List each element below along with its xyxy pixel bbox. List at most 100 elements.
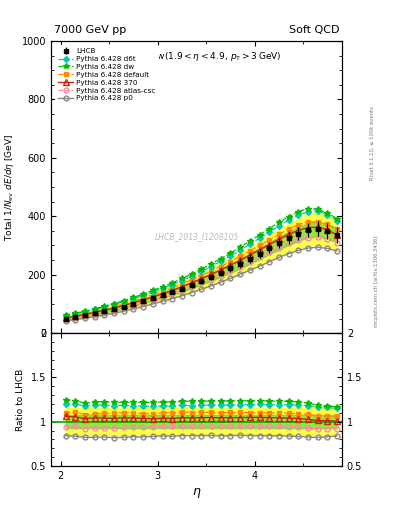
Pythia 6.428 p0 [296,247,301,253]
Pythia 6.428 370 [277,236,281,242]
Pythia 6.428 p0 [315,244,320,250]
Pythia 6.428 d6t [102,304,107,310]
Pythia 6.428 default [267,237,272,243]
Pythia 6.428 atlas-csc [296,237,301,243]
Pythia 6.428 d6t [248,241,252,247]
Line: Pythia 6.428 atlas-csc: Pythia 6.428 atlas-csc [63,235,340,322]
Pythia 6.428 d6t [209,264,213,270]
Pythia 6.428 default [199,272,204,279]
Pythia 6.428 default [63,314,68,320]
Pythia 6.428 atlas-csc [209,276,213,283]
Pythia 6.428 dw [180,275,184,282]
Pythia 6.428 p0 [286,250,291,257]
Pythia 6.428 370 [306,225,310,231]
Pythia 6.428 default [248,248,252,254]
Pythia 6.428 default [306,219,310,225]
Pythia 6.428 default [335,226,340,232]
Pythia 6.428 p0 [248,267,252,273]
Pythia 6.428 dw [199,266,204,272]
Pythia 6.428 370 [267,242,272,248]
Pythia 6.428 p0 [219,279,223,285]
Pythia 6.428 default [296,222,301,228]
Pythia 6.428 atlas-csc [286,240,291,246]
Pythia 6.428 p0 [112,310,116,316]
Pythia 6.428 dw [267,225,272,231]
Pythia 6.428 atlas-csc [199,281,204,287]
Pythia 6.428 d6t [306,208,310,215]
Pythia 6.428 atlas-csc [335,240,340,246]
Pythia 6.428 370 [160,291,165,297]
Pythia 6.428 atlas-csc [219,272,223,279]
Pythia 6.428 dw [189,271,194,277]
Pythia 6.428 atlas-csc [325,236,330,242]
Pythia 6.428 370 [209,271,213,278]
Pythia 6.428 default [131,298,136,304]
Pythia 6.428 d6t [315,208,320,214]
Line: Pythia 6.428 default: Pythia 6.428 default [64,220,339,319]
Pythia 6.428 d6t [199,268,204,274]
Pythia 6.428 d6t [325,211,330,218]
Pythia 6.428 default [160,288,165,294]
Pythia 6.428 p0 [180,293,184,299]
Pythia 6.428 default [286,226,291,232]
Pythia 6.428 d6t [63,312,68,318]
Pythia 6.428 default [170,285,174,291]
Pythia 6.428 atlas-csc [315,234,320,240]
Pythia 6.428 370 [219,267,223,273]
Pythia 6.428 atlas-csc [121,305,126,311]
Pythia 6.428 370 [131,300,136,306]
Pythia 6.428 default [151,292,155,298]
Pythia 6.428 atlas-csc [160,294,165,300]
Pythia 6.428 p0 [199,286,204,292]
Pythia 6.428 370 [112,305,116,311]
Pythia 6.428 dw [277,219,281,225]
Pythia 6.428 370 [83,311,87,317]
Pythia 6.428 dw [73,310,78,316]
Line: Pythia 6.428 p0: Pythia 6.428 p0 [63,245,340,323]
Pythia 6.428 d6t [296,212,301,218]
Pythia 6.428 p0 [238,271,242,278]
Pythia 6.428 default [315,219,320,225]
Pythia 6.428 dw [286,214,291,220]
Pythia 6.428 p0 [209,283,213,289]
Pythia 6.428 atlas-csc [112,308,116,314]
Pythia 6.428 dw [257,232,262,238]
Pythia 6.428 370 [92,309,97,315]
Pythia 6.428 dw [306,206,310,212]
Pythia 6.428 default [92,308,97,314]
Pythia 6.428 dw [248,238,252,244]
Pythia 6.428 370 [286,231,291,238]
Line: Pythia 6.428 d6t: Pythia 6.428 d6t [64,209,339,317]
Pythia 6.428 d6t [112,302,116,308]
Pythia 6.428 p0 [92,314,97,320]
Pythia 6.428 d6t [92,306,97,312]
Pythia 6.428 d6t [257,235,262,241]
Pythia 6.428 p0 [335,248,340,254]
Pythia 6.428 dw [315,206,320,212]
Pythia 6.428 atlas-csc [267,249,272,255]
Pythia 6.428 370 [325,227,330,233]
Pythia 6.428 d6t [121,298,126,305]
Pythia 6.428 d6t [73,311,78,317]
Text: Energy flow$(1.9<\eta<4.9,\,p_{\rm T}>3\,{\rm GeV})$: Energy flow$(1.9<\eta<4.9,\,p_{\rm T}>3\… [111,50,282,63]
Pythia 6.428 default [121,301,126,307]
Pythia 6.428 dw [325,210,330,216]
Pythia 6.428 p0 [102,312,107,318]
Pythia 6.428 atlas-csc [228,268,233,274]
Pythia 6.428 d6t [335,218,340,224]
Pythia 6.428 atlas-csc [248,259,252,265]
Line: Pythia 6.428 370: Pythia 6.428 370 [63,224,340,321]
Pythia 6.428 dw [209,261,213,267]
Pythia 6.428 p0 [267,259,272,265]
Pythia 6.428 dw [151,287,155,293]
Pythia 6.428 370 [102,307,107,313]
Line: Pythia 6.428 dw: Pythia 6.428 dw [63,206,340,318]
Pythia 6.428 default [238,253,242,260]
Pythia 6.428 atlas-csc [277,245,281,251]
Pythia 6.428 d6t [219,258,223,264]
Pythia 6.428 370 [141,297,145,303]
Pythia 6.428 370 [73,313,78,319]
Pythia 6.428 atlas-csc [170,291,174,297]
Pythia 6.428 dw [63,312,68,318]
Pythia 6.428 p0 [325,245,330,251]
